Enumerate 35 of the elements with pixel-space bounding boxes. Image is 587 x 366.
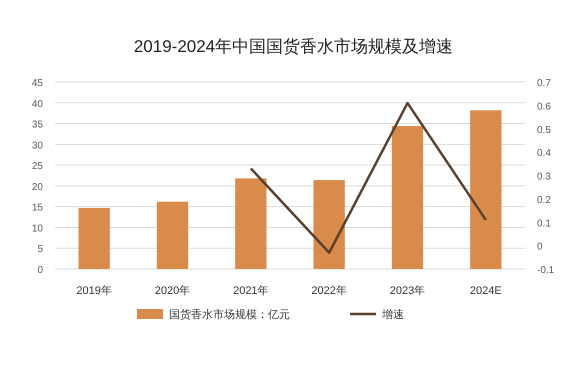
line-series [250, 102, 488, 254]
y2-tick-label: 0.6 [537, 101, 552, 112]
x-tick-label: 2020年 [154, 285, 190, 297]
y2-tick-label: 0 [537, 242, 543, 253]
y-tick-label: 35 [32, 120, 44, 131]
y2-tick-label: 0.5 [537, 124, 552, 136]
y-tick-label: 0 [37, 265, 44, 276]
y2-tick-label: 0.3 [537, 172, 552, 182]
y-tick-label: 40 [32, 98, 44, 110]
chart-title: 2019-2024年中国国货香水市场规模及增速 [134, 37, 454, 56]
x-tick-label: 2021年 [233, 285, 269, 297]
x-tick-label: 2022年 [311, 285, 347, 297]
legend-label: 增速 [381, 308, 404, 321]
x-tick-label: 2019年 [76, 285, 112, 297]
x-tick-label: 2024E [470, 285, 502, 297]
y-tick-label: 15 [32, 202, 44, 214]
y-tick-label: 25 [32, 161, 44, 172]
y-tick-label: 5 [37, 244, 44, 256]
y-tick-label: 30 [32, 140, 44, 152]
bar [78, 208, 110, 269]
y-tick-label: 20 [32, 182, 44, 193]
y2-tick-label: 0.1 [537, 218, 552, 230]
bar [314, 180, 345, 269]
y2-tick-label: 0.2 [537, 194, 552, 206]
y2-tick-label: 0.7 [537, 78, 552, 89]
y2-tick-label: 0.4 [537, 148, 552, 160]
bar [156, 202, 188, 269]
bar [392, 126, 424, 269]
bar [235, 178, 266, 269]
bar [470, 110, 502, 269]
legend-label: 国货香水市场规模：亿元 [169, 308, 290, 321]
y-tick-label: 10 [32, 223, 44, 234]
y-tick-label: 45 [32, 78, 44, 89]
y2-tick-label: -0.1 [537, 265, 555, 276]
x-tick-label: 2023年 [390, 285, 426, 297]
